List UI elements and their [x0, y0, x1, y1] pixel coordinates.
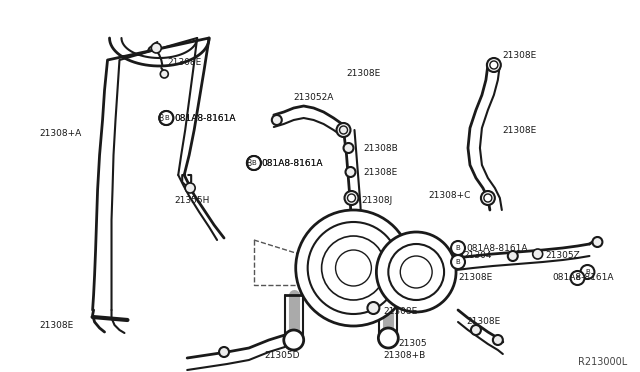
Text: 081A8-8161A: 081A8-8161A	[262, 158, 323, 167]
Circle shape	[160, 70, 168, 78]
Circle shape	[159, 111, 173, 125]
Circle shape	[493, 335, 503, 345]
Circle shape	[367, 302, 380, 314]
Text: 21308E: 21308E	[167, 58, 202, 67]
Circle shape	[388, 244, 444, 300]
Text: 21305D: 21305D	[264, 350, 300, 359]
Circle shape	[337, 123, 351, 137]
Text: B: B	[456, 245, 460, 251]
Circle shape	[451, 241, 465, 255]
Text: B: B	[252, 160, 256, 166]
Circle shape	[344, 191, 358, 205]
Circle shape	[247, 156, 261, 170]
Circle shape	[451, 255, 465, 269]
Text: 21308E: 21308E	[503, 51, 537, 60]
Text: 081A8-8161A: 081A8-8161A	[174, 113, 236, 122]
Circle shape	[593, 237, 602, 247]
Text: 21308B: 21308B	[364, 144, 398, 153]
Circle shape	[340, 126, 348, 134]
Circle shape	[151, 43, 161, 53]
Circle shape	[159, 111, 173, 125]
Text: 21308E: 21308E	[364, 167, 397, 176]
Circle shape	[508, 251, 518, 261]
Text: B: B	[585, 269, 590, 275]
Circle shape	[272, 115, 282, 125]
Circle shape	[532, 249, 543, 259]
Text: 21308E: 21308E	[346, 68, 381, 77]
Text: 21308E: 21308E	[458, 273, 492, 282]
Circle shape	[344, 143, 353, 153]
Text: 21304: 21304	[463, 250, 492, 260]
Text: 21305Z: 21305Z	[546, 250, 580, 260]
Circle shape	[247, 156, 261, 170]
Circle shape	[308, 222, 399, 314]
Circle shape	[284, 330, 304, 350]
Circle shape	[378, 328, 398, 348]
Text: 21308E: 21308E	[466, 317, 500, 327]
Circle shape	[453, 253, 463, 263]
Text: 081A8-8161A: 081A8-8161A	[466, 244, 527, 253]
Text: 21355H: 21355H	[174, 196, 210, 205]
Circle shape	[348, 194, 355, 202]
Circle shape	[376, 232, 456, 312]
Circle shape	[219, 347, 229, 357]
Circle shape	[185, 183, 195, 193]
Circle shape	[481, 191, 495, 205]
Text: B: B	[575, 275, 580, 281]
Text: 081A8-8161A: 081A8-8161A	[174, 113, 236, 122]
Circle shape	[487, 58, 501, 72]
Text: 081A8-8161A: 081A8-8161A	[552, 273, 614, 282]
Circle shape	[490, 61, 498, 69]
Text: 21308+A: 21308+A	[40, 128, 82, 138]
Text: B: B	[164, 115, 169, 121]
Circle shape	[400, 256, 432, 288]
Text: 21308E: 21308E	[383, 308, 417, 317]
Text: 21308+C: 21308+C	[428, 190, 470, 199]
Text: 213052A: 213052A	[294, 93, 334, 102]
Circle shape	[296, 210, 412, 326]
Circle shape	[570, 271, 584, 285]
Text: 21308E: 21308E	[503, 125, 537, 135]
Text: R213000L: R213000L	[577, 357, 627, 367]
Circle shape	[471, 325, 481, 335]
Circle shape	[335, 250, 371, 286]
Text: B: B	[159, 113, 164, 122]
Circle shape	[346, 167, 355, 177]
Text: 21305: 21305	[398, 339, 427, 347]
Text: 21308+B: 21308+B	[383, 350, 426, 359]
Text: B: B	[456, 259, 460, 265]
Text: 081A8-8161A: 081A8-8161A	[262, 158, 323, 167]
Text: 21308E: 21308E	[40, 321, 74, 330]
Text: 21308J: 21308J	[362, 196, 393, 205]
Text: B: B	[246, 158, 252, 167]
Circle shape	[580, 265, 595, 279]
Circle shape	[484, 194, 492, 202]
Circle shape	[322, 236, 385, 300]
